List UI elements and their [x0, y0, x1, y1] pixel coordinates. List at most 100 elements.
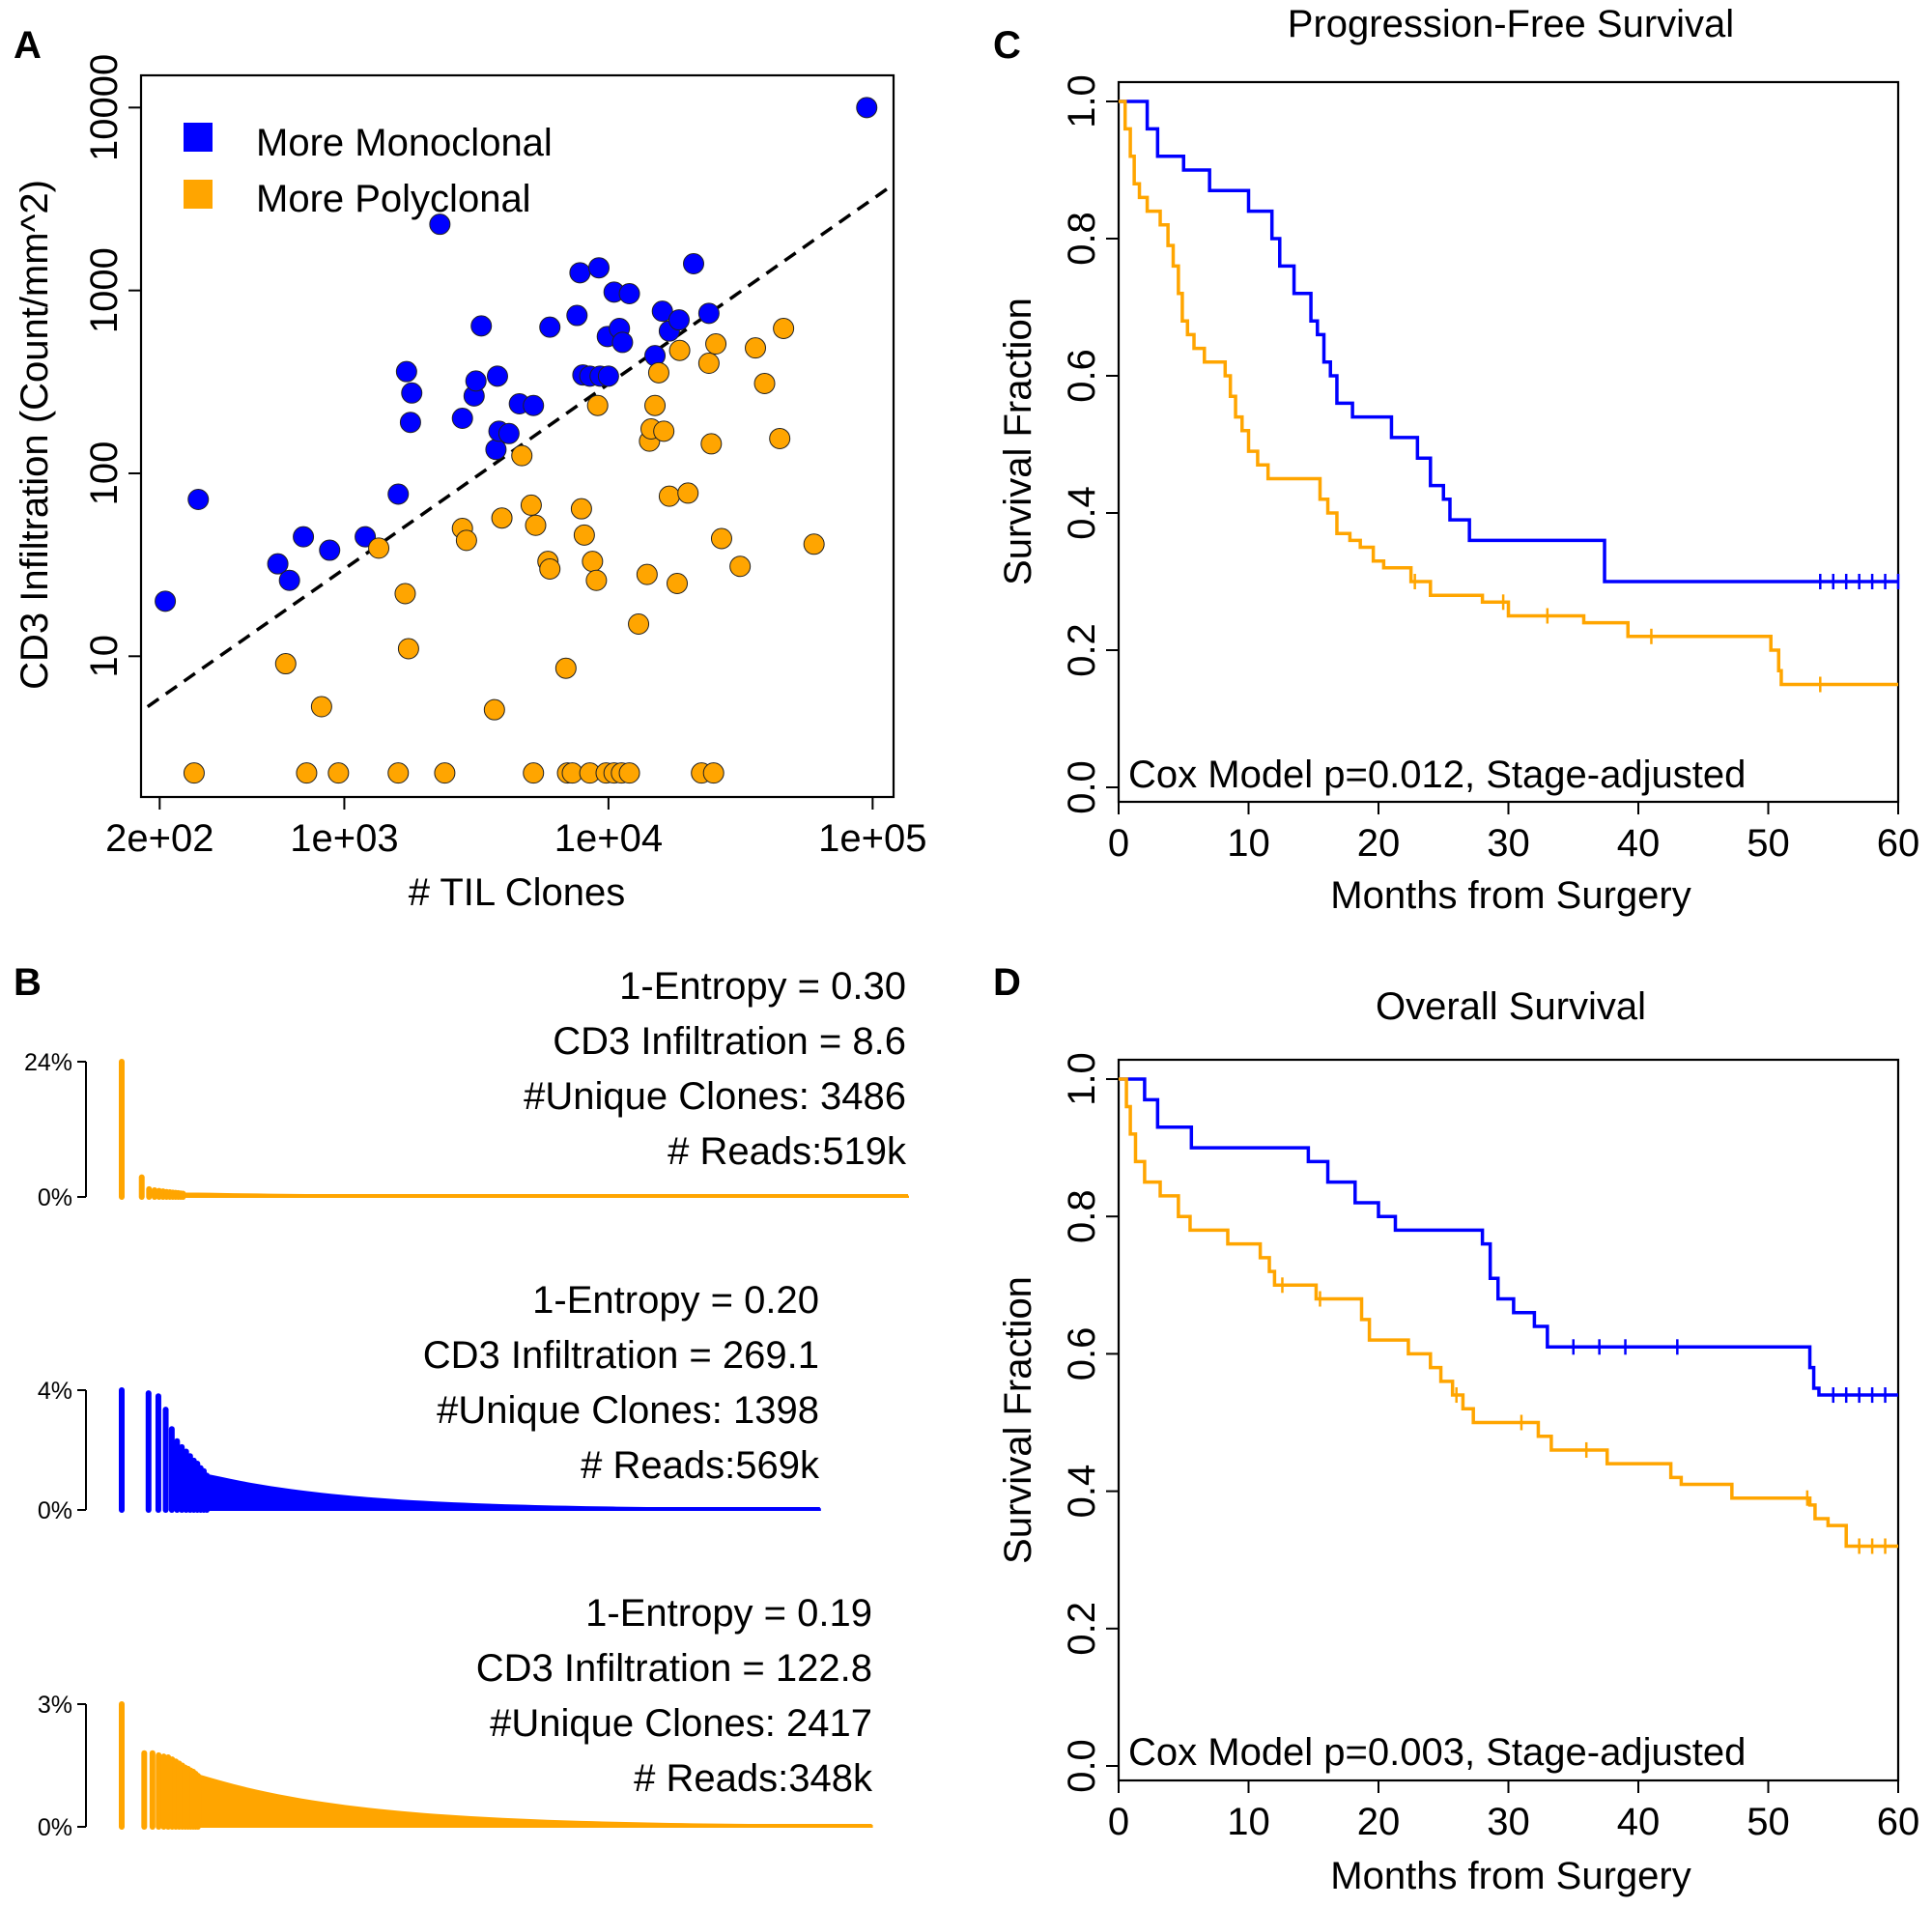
km-x-tick-label: 20	[1357, 1801, 1401, 1843]
km-y-tick-label: 0.4	[1061, 486, 1103, 540]
b3-annotation-clones: #Unique Clones: 2417	[490, 1702, 872, 1745]
b1-annotation-entropy: 1-Entropy = 0.30	[619, 965, 906, 1008]
km-y-tick-label: 0.8	[1061, 1189, 1103, 1243]
a-point-poly	[573, 524, 595, 546]
a-point-poly	[653, 420, 675, 442]
km-x-tick-label: 50	[1747, 1801, 1790, 1843]
b-y-tick-label: 3%	[38, 1692, 72, 1719]
panel-c-x-axis-label: Months from Surgery	[1330, 874, 1690, 917]
a-x-tick-label: 1e+04	[554, 817, 663, 860]
panel-a-marks: 2e+02 1e+03 1e+04 1e+05 10 100 1000 10000	[83, 54, 927, 860]
panel-d-marks: 0 10 20 30 40 50 60 0.0 0.2 0.4 0.6 0.8 1.0	[1061, 1052, 1919, 1843]
panel-b1: 0% 24% 1-Entropy = 0.30 CD3 Infiltration …	[24, 965, 909, 1211]
a-x-tick-label: 2e+02	[105, 817, 213, 860]
panel-b2-marks: 0% 4%	[38, 1378, 821, 1524]
a-point-poly	[658, 485, 680, 507]
a-point-poly	[697, 353, 720, 374]
a-point-mono	[278, 569, 300, 591]
b3-annotation-cd3: CD3 Infiltration = 122.8	[476, 1647, 872, 1690]
a-point-mono	[668, 309, 690, 331]
a-point-mono	[451, 407, 473, 429]
panel-letter-d: D	[993, 961, 1021, 1004]
a-point-mono	[429, 213, 451, 236]
km-y-tick-label: 0.4	[1061, 1465, 1103, 1519]
a-point-poly	[702, 762, 724, 784]
b-y-tick-label: 0%	[38, 1497, 72, 1524]
panel-b: 0% 24% 1-Entropy = 0.30 CD3 Infiltration …	[24, 965, 909, 1841]
a-point-poly	[570, 498, 592, 520]
a-point-mono	[587, 257, 610, 279]
km-x-tick-label: 30	[1487, 1801, 1530, 1843]
km-y-tick-label: 0.0	[1061, 1739, 1103, 1793]
km-y-tick-label: 0.6	[1061, 349, 1103, 403]
a-point-poly	[618, 762, 640, 784]
km-y-tick-label: 0.2	[1061, 1602, 1103, 1656]
panel-b2: 0% 4% 1-Entropy = 0.20 CD3 Infiltration =…	[38, 1279, 821, 1524]
a-point-poly	[296, 762, 318, 784]
a-point-poly	[647, 361, 669, 384]
panel-c-annotation: Cox Model p=0.012, Stage-adjusted	[1128, 754, 1746, 796]
panel-d-plot-frame	[1117, 1058, 1900, 1782]
a-point-poly	[394, 583, 416, 605]
a-point-poly	[769, 427, 791, 449]
panel-c: Progression-Free Survival 0 10 20 30 40 50 600…	[997, 3, 1919, 917]
a-point-mono	[293, 526, 315, 548]
panel-c-y-axis-label: Survival Fraction	[997, 298, 1039, 585]
panel-b3-marks: 0% 3%	[38, 1692, 873, 1841]
panel-b3: 0% 3% 1-Entropy = 0.19 CD3 Infiltration =…	[38, 1592, 873, 1841]
panel-d-title: Overall Survival	[1376, 985, 1646, 1028]
km-y-tick-label: 0.2	[1061, 623, 1103, 677]
a-y-tick-label: 100	[83, 441, 126, 506]
a-point-poly	[586, 394, 609, 416]
a-point-poly	[705, 333, 727, 356]
b-y-tick-label: 4%	[38, 1378, 72, 1405]
a-point-mono	[856, 97, 878, 119]
km-x-tick-label: 10	[1227, 1801, 1270, 1843]
a-point-poly	[455, 529, 477, 552]
panel-a-plot-frame	[139, 73, 895, 799]
a-point-poly	[274, 653, 297, 675]
panel-letter-b: B	[14, 961, 42, 1004]
b2-annotation-cd3: CD3 Infiltration = 269.1	[423, 1334, 819, 1377]
km-x-tick-label: 60	[1877, 822, 1920, 865]
panel-d-x-axis-label: Months from Surgery	[1330, 1855, 1690, 1897]
a-point-poly	[525, 514, 547, 536]
a-point-poly	[491, 507, 513, 529]
a-point-mono	[465, 370, 487, 392]
panel-b1-marks: 0% 24%	[24, 1049, 909, 1211]
a-point-poly	[729, 555, 752, 578]
panel-d-annotation: Cox Model p=0.003, Stage-adjusted	[1128, 1731, 1746, 1774]
km-y-tick-label: 0.0	[1061, 760, 1103, 814]
a-point-mono	[486, 365, 508, 387]
a-point-poly	[310, 696, 332, 718]
a-point-poly	[539, 557, 561, 580]
a-point-poly	[644, 394, 667, 416]
a-point-mono	[618, 283, 640, 305]
a-x-tick-label: 1e+03	[290, 817, 398, 860]
a-point-poly	[183, 762, 205, 784]
panel-d-y-axis-label: Survival Fraction	[997, 1276, 1039, 1564]
km-curve-poly	[1119, 1077, 1898, 1549]
a-point-poly	[803, 533, 825, 555]
b3-annotation-reads: # Reads:348k	[634, 1757, 873, 1800]
b1-annotation-reads: # Reads:519k	[668, 1130, 907, 1173]
km-curve-poly	[1119, 100, 1898, 687]
b-y-tick-label: 0%	[38, 1814, 72, 1841]
a-y-tick-label: 1000	[83, 247, 126, 333]
b2-annotation-clones: #Unique Clones: 1398	[437, 1389, 819, 1432]
panel-a-x-axis-label: # TIL Clones	[409, 871, 626, 914]
a-point-mono	[523, 394, 545, 416]
km-y-tick-label: 1.0	[1061, 1052, 1103, 1106]
a-y-tick-label: 10	[83, 635, 126, 678]
a-x-tick-label: 1e+05	[818, 817, 926, 860]
a-point-poly	[434, 762, 456, 784]
legend-poly-label: More Polyclonal	[256, 178, 531, 220]
km-x-tick-label: 20	[1357, 822, 1401, 865]
a-point-mono	[497, 422, 520, 444]
a-point-mono	[539, 316, 561, 338]
a-point-mono	[387, 483, 410, 505]
legend-mono-label: More Monoclonal	[256, 122, 553, 164]
a-point-poly	[668, 339, 691, 361]
a-y-tick-label: 10000	[83, 54, 126, 161]
